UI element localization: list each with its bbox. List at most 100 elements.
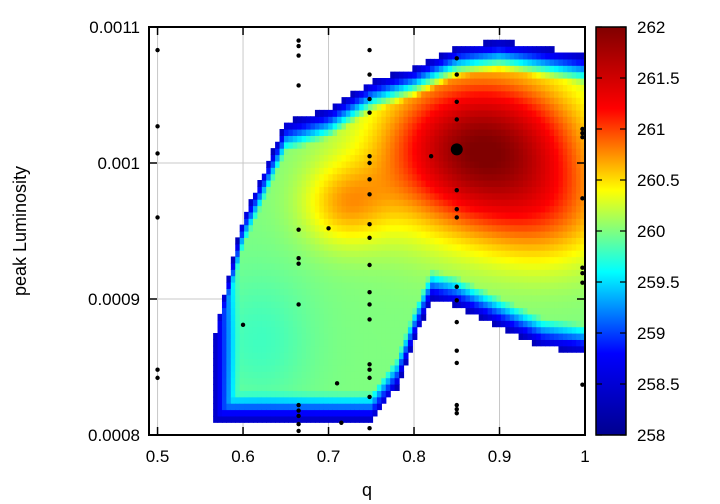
heatmap-cell <box>372 84 378 92</box>
heatmap-cell <box>505 313 511 321</box>
heatmap-cell <box>580 90 585 98</box>
heatmap-cell <box>474 231 480 238</box>
heatmap-cell <box>350 167 356 175</box>
heatmap-cell <box>518 180 524 187</box>
heatmap-cell <box>381 320 387 328</box>
heatmap-cell <box>558 262 564 270</box>
heatmap-cell <box>407 141 413 149</box>
heatmap-cell <box>314 116 320 124</box>
heatmap-cell <box>235 345 241 353</box>
heatmap-cell <box>306 320 312 328</box>
heatmap-cell <box>438 167 444 175</box>
heatmap-cell <box>438 116 444 124</box>
heatmap-cell <box>580 243 585 251</box>
heatmap-cell <box>425 275 431 283</box>
heatmap-cell <box>314 160 320 168</box>
heatmap-cell <box>456 192 462 200</box>
sample-point <box>580 265 585 270</box>
heatmap-cell <box>447 250 453 258</box>
heatmap-cell <box>328 358 334 366</box>
heatmap-cell <box>403 231 409 238</box>
heatmap-cell <box>394 275 400 283</box>
heatmap-cell <box>359 224 365 232</box>
heatmap-cell <box>270 160 276 168</box>
sample-point <box>296 43 301 49</box>
heatmap-cell <box>412 148 418 156</box>
heatmap-cell <box>505 90 511 98</box>
heatmap-cell <box>407 192 413 200</box>
heatmap-cell <box>545 192 551 200</box>
heatmap-cell <box>328 403 334 411</box>
heatmap-cell <box>385 237 391 245</box>
heatmap-cell <box>474 301 480 309</box>
heatmap-cell <box>306 250 312 258</box>
heatmap-cell <box>376 84 382 92</box>
heatmap-cell <box>385 154 391 162</box>
heatmap-cell <box>381 243 387 251</box>
heatmap-cell <box>306 396 312 404</box>
heatmap-cell <box>332 218 338 226</box>
heatmap-cell <box>230 339 236 347</box>
heatmap-cell <box>403 122 409 130</box>
heatmap-cell <box>447 52 453 60</box>
heatmap-cell <box>368 377 374 385</box>
heatmap-cell <box>328 141 334 149</box>
heatmap-cell <box>434 129 440 136</box>
heatmap-cell <box>297 352 303 360</box>
heatmap-cell <box>412 109 418 117</box>
heatmap-cell <box>505 116 511 124</box>
heatmap-cell <box>447 84 453 92</box>
heatmap-cell <box>518 205 524 213</box>
heatmap-cell <box>447 262 453 270</box>
heatmap-cell <box>354 211 360 219</box>
heatmap-cell <box>252 345 258 353</box>
heatmap-cell <box>407 243 413 251</box>
heatmap-cell <box>376 109 382 117</box>
heatmap-cell <box>474 148 480 156</box>
heatmap-cell <box>266 199 272 207</box>
heatmap-cell <box>372 269 378 277</box>
heatmap-cell <box>323 282 329 289</box>
sample-point <box>367 235 372 240</box>
heatmap-cell <box>452 262 458 270</box>
heatmap-cell <box>288 141 294 149</box>
heatmap-cell <box>562 129 568 136</box>
heatmap-cell <box>323 141 329 149</box>
heatmap-cell <box>248 307 254 315</box>
heatmap-cell <box>492 320 498 328</box>
heatmap-cell <box>496 243 502 251</box>
heatmap-cell <box>376 396 382 404</box>
heatmap-cell <box>505 52 511 60</box>
heatmap-cell <box>248 345 254 353</box>
heatmap-cell <box>244 250 250 258</box>
heatmap-cell <box>478 90 484 98</box>
heatmap-cell <box>487 307 493 315</box>
heatmap-cell <box>452 90 458 98</box>
heatmap-cell <box>394 122 400 130</box>
heatmap-cell <box>576 141 582 149</box>
heatmap-cell <box>549 313 555 321</box>
heatmap-cell <box>390 211 396 219</box>
heatmap-cell <box>403 339 409 347</box>
heatmap-cell <box>416 250 422 258</box>
heatmap-cell <box>381 224 387 232</box>
heatmap-cell <box>266 224 272 232</box>
heatmap-cell <box>252 301 258 309</box>
heatmap-cell <box>540 116 546 124</box>
heatmap-cell <box>567 97 573 105</box>
heatmap-cell <box>412 320 418 328</box>
heatmap-cell <box>576 65 582 73</box>
heatmap-cell <box>403 243 409 251</box>
heatmap-cell <box>297 141 303 149</box>
heatmap-cell <box>465 167 471 175</box>
heatmap-cell <box>407 167 413 175</box>
heatmap-cell <box>434 109 440 117</box>
heatmap-cell <box>545 256 551 264</box>
heatmap-cell <box>487 167 493 175</box>
heatmap-cell <box>509 78 515 85</box>
heatmap-cell <box>514 122 520 130</box>
heatmap-cell <box>554 173 560 181</box>
heatmap-cell <box>505 103 511 111</box>
heatmap-cell <box>447 141 453 149</box>
heatmap-cell <box>235 237 241 245</box>
